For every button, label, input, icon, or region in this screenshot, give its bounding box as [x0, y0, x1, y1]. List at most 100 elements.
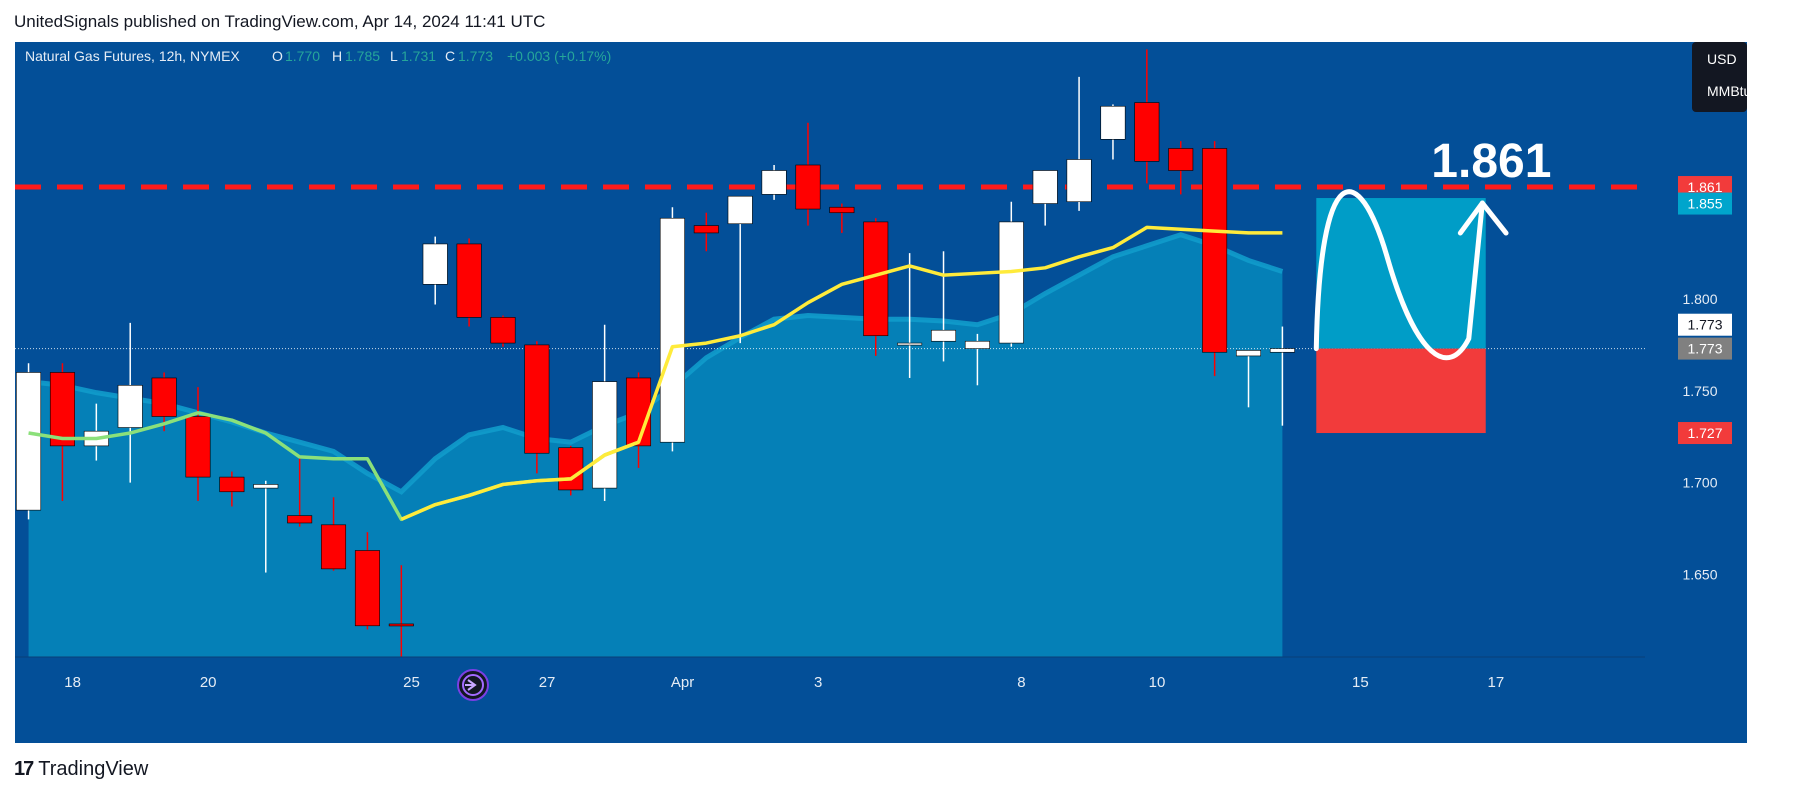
candle [964, 333, 990, 386]
candle-body-up [1032, 170, 1058, 204]
candle [592, 324, 618, 501]
ohlc-change: +0.003 (+0.17%) [507, 48, 611, 64]
price-tag: 1.773 [1678, 337, 1732, 360]
candle-body-up [897, 342, 923, 346]
candle-body-up [422, 243, 448, 285]
candle [693, 212, 719, 252]
candle-body-up [727, 195, 753, 225]
candle-body-down [693, 225, 719, 234]
ema-fast-line [400, 225, 1283, 521]
candle [456, 238, 482, 327]
forecast-wave [1313, 189, 1485, 361]
candle [321, 497, 347, 571]
candle [727, 195, 753, 344]
candle [795, 122, 821, 226]
candle [49, 363, 75, 501]
x-tick-label: Apr [671, 674, 694, 691]
ohlc-high: 1.785 [345, 48, 380, 64]
ohlc-open: 1.770 [285, 48, 320, 64]
candle [829, 203, 855, 233]
candle-body-down [795, 164, 821, 210]
ohlc-low: 1.731 [401, 48, 436, 64]
tradingview-logo[interactable]: 17 TradingView [14, 758, 148, 781]
candle [151, 372, 177, 432]
y-tick-label: 1.800 [1682, 291, 1717, 307]
ohlc-o-label: O [272, 48, 283, 64]
candle [1100, 104, 1126, 160]
price-tag: 1.855 [1678, 192, 1732, 215]
x-tick-label: 8 [1017, 674, 1025, 691]
x-tick-label: 18 [64, 674, 81, 691]
candle [287, 458, 313, 527]
candle [117, 322, 143, 483]
candle-body-up [592, 381, 618, 489]
candle-body-down [626, 377, 652, 447]
candle-body-down [1202, 148, 1228, 353]
candle-body-up [931, 329, 957, 342]
x-tick-label: 25 [403, 674, 420, 691]
replay-marker[interactable] [457, 669, 489, 701]
currency-badge[interactable]: USD MMBtu [1692, 42, 1751, 112]
price-tag-bg [1678, 422, 1732, 445]
y-tick-label: 1.750 [1682, 383, 1717, 399]
tradingview-mark-icon: 17 [14, 758, 34, 780]
candle-body-up [998, 221, 1024, 344]
candle-body-up [253, 484, 279, 489]
candle-layer [16, 49, 1295, 657]
candle [219, 471, 245, 507]
candlestick-chart[interactable]: 18 20 25 27 Apr 3 8 10 15 17 1.650 1.700 1.750 1.800 1… [15, 42, 1751, 743]
candle [524, 341, 550, 474]
price-tag: 1.727 [1678, 422, 1732, 445]
candle-body-down [388, 623, 414, 627]
candle-body-up [1066, 159, 1092, 203]
candle [998, 201, 1024, 347]
candle-body-down [287, 515, 313, 524]
x-tick-label: 3 [814, 674, 822, 691]
x-tick-label: 20 [200, 674, 217, 691]
brand-name: TradingView [38, 758, 149, 780]
price-tag-bg [1678, 313, 1732, 336]
resistance-layer [15, 184, 1645, 350]
candle-body-down [49, 372, 75, 447]
candle [931, 251, 957, 362]
ohlc-h-label: H [332, 48, 342, 64]
candle-body-down [219, 476, 245, 493]
candle-body-down [354, 550, 380, 627]
price-tag-bg [1678, 176, 1732, 199]
candle [253, 480, 279, 573]
candle-body-up [1100, 105, 1126, 140]
price-tag-label: 1.773 [1687, 341, 1722, 357]
price-tag-bg [1678, 337, 1732, 360]
candle [185, 387, 211, 501]
candle [626, 372, 652, 468]
candle [388, 565, 414, 657]
forecast-arrow-icon [1457, 200, 1509, 236]
candle-body-down [1168, 148, 1194, 171]
ohlc-legend: O 1.770 H 1.785 L 1.731 C 1.773 +0.003 (… [272, 48, 611, 64]
candle-body-up [16, 372, 42, 511]
price-tag: 1.861 [1678, 176, 1732, 199]
ohlc-close: 1.773 [458, 48, 493, 64]
currency-unit: MMBtu [1707, 83, 1747, 99]
target-zone [1316, 198, 1486, 349]
candle-body-up [964, 340, 990, 349]
price-tag-bg [1678, 192, 1732, 215]
candle-body-up [761, 170, 787, 195]
x-tick-label: 17 [1488, 674, 1505, 691]
candle [1202, 141, 1228, 377]
candle-body-down [558, 447, 584, 491]
candle-body-down [456, 243, 482, 318]
y-tick-label: 1.700 [1682, 475, 1717, 491]
candle [1134, 49, 1160, 184]
candle [16, 363, 42, 520]
ohlc-c-label: C [445, 48, 455, 64]
candle-body-down [321, 524, 347, 570]
candle [558, 445, 584, 496]
candle-body-down [1134, 102, 1160, 162]
x-tick-label: 27 [539, 674, 556, 691]
x-tick-label: 10 [1149, 674, 1166, 691]
price-tag-label: 1.861 [1687, 179, 1722, 195]
candle [354, 532, 380, 630]
chart-container[interactable]: 18 20 25 27 Apr 3 8 10 15 17 1.650 1.700 1.750 1.800 1… [15, 42, 1751, 743]
candle [1066, 76, 1092, 211]
